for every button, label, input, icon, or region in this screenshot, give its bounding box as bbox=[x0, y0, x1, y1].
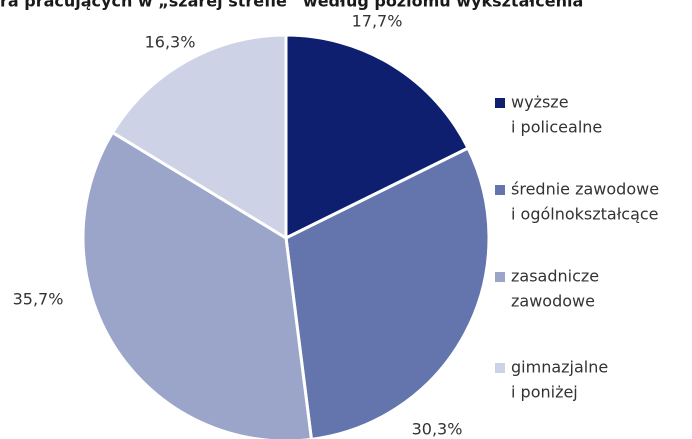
legend-label: średnie zawodowe bbox=[511, 180, 659, 199]
pie-slice bbox=[81, 130, 313, 439]
legend-label: zawodowe bbox=[511, 292, 595, 311]
legend-label: wyższe bbox=[511, 93, 569, 112]
pie-slice bbox=[110, 33, 288, 241]
legend-swatch bbox=[495, 185, 505, 195]
legend-label: i poniżej bbox=[511, 383, 578, 402]
pie-slice bbox=[284, 146, 491, 439]
legend-swatch bbox=[495, 98, 505, 108]
data-label: 16,3% bbox=[145, 33, 196, 52]
data-label: 30,3% bbox=[412, 420, 463, 439]
legend-label: i ogólnokształcące bbox=[511, 205, 659, 224]
data-label: 35,7% bbox=[13, 290, 64, 309]
legend-swatch bbox=[495, 272, 505, 282]
legend-label: i policealne bbox=[511, 118, 602, 137]
chart-title: ra pracujących w „szarej strefie” według… bbox=[0, 0, 583, 11]
data-label: 17,7% bbox=[352, 12, 403, 31]
legend-swatch bbox=[495, 363, 505, 373]
pie-slice bbox=[284, 33, 471, 241]
legend-label: gimnazjalne bbox=[511, 358, 608, 377]
legend-label: zasadnicze bbox=[511, 267, 599, 286]
